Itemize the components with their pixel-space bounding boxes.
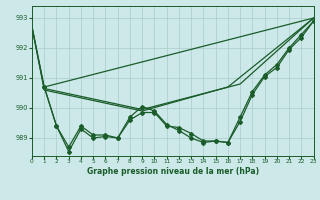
X-axis label: Graphe pression niveau de la mer (hPa): Graphe pression niveau de la mer (hPa) — [87, 167, 259, 176]
